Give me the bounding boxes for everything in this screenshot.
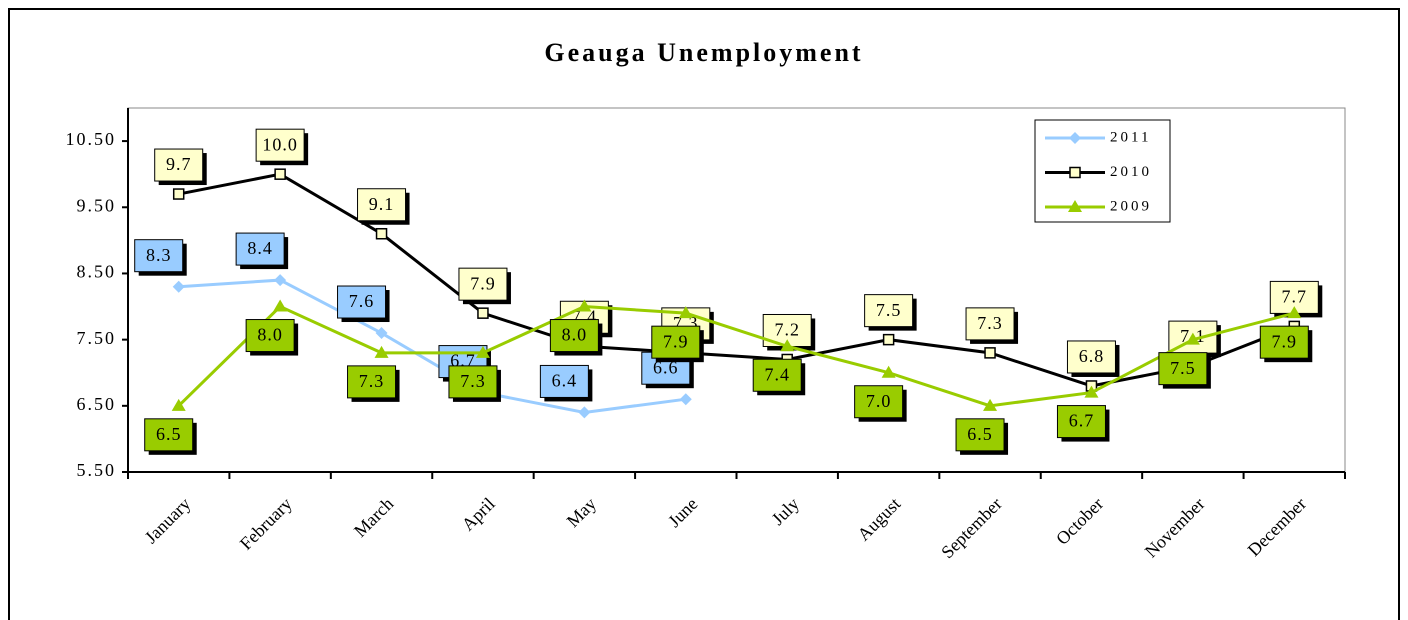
label-box	[154, 148, 204, 182]
marker	[375, 227, 388, 240]
label-box	[235, 232, 285, 266]
y-tick-label: 8.50	[77, 262, 117, 282]
data-label: 7.2	[774, 320, 800, 340]
marker	[577, 299, 592, 312]
marker	[172, 280, 185, 293]
label-box	[144, 418, 194, 452]
marker	[882, 333, 895, 346]
series-line	[177, 304, 1295, 408]
data-label: 9.1	[369, 194, 395, 214]
data-label: 8.0	[257, 325, 283, 345]
data-label: 7.3	[977, 313, 1003, 333]
marker	[679, 393, 692, 406]
label-box	[854, 385, 904, 419]
data-label: 6.8	[1079, 346, 1105, 366]
marker	[171, 398, 186, 411]
marker	[678, 306, 693, 319]
data-label: 6.5	[967, 424, 993, 444]
data-label: 7.7	[1282, 287, 1308, 307]
data-label: 6.4	[552, 371, 578, 391]
marker	[1084, 385, 1099, 398]
data-label: 9.7	[166, 154, 192, 174]
legend-label: 2009	[1110, 198, 1152, 214]
marker	[477, 307, 489, 319]
data-label: 6.7	[1069, 411, 1095, 431]
marker	[578, 406, 591, 419]
marker	[780, 339, 795, 352]
label-box	[752, 358, 802, 392]
data-label: 7.4	[764, 364, 790, 384]
data-label: 7.9	[470, 273, 496, 293]
label-box	[955, 418, 1005, 452]
legend-label: 2011	[1110, 129, 1151, 145]
marker	[274, 274, 287, 287]
legend-label: 2010	[1110, 164, 1152, 180]
data-label: 7.5	[876, 300, 902, 320]
label-box	[965, 307, 1015, 341]
marker	[375, 327, 388, 340]
label-box	[1158, 352, 1208, 386]
marker	[374, 345, 389, 358]
marker	[983, 398, 998, 411]
y-tick-label: 9.50	[77, 195, 117, 215]
label-box	[1056, 405, 1106, 439]
marker	[274, 168, 286, 180]
label-box	[337, 285, 387, 319]
data-label: 7.9	[1272, 331, 1298, 351]
chart-title: Geauga Unemployment	[544, 38, 863, 67]
marker	[1069, 132, 1081, 144]
y-tick-label: 5.50	[77, 460, 117, 480]
label-box	[1259, 325, 1309, 359]
data-label: 8.3	[146, 245, 172, 265]
label-box	[1269, 280, 1319, 314]
label-box	[134, 239, 184, 273]
label-box	[651, 325, 701, 359]
data-label: 10.0	[262, 134, 298, 154]
y-tick-label: 7.50	[77, 328, 117, 348]
label-box	[347, 365, 397, 399]
data-label: 7.6	[349, 291, 375, 311]
marker	[475, 345, 490, 358]
label-box	[448, 365, 498, 399]
label-box	[245, 319, 295, 353]
marker	[1069, 166, 1081, 179]
data-label: 7.9	[663, 331, 689, 351]
label-box	[864, 294, 914, 328]
label-box	[458, 267, 508, 301]
label-box	[549, 319, 599, 353]
label-box	[539, 364, 589, 398]
marker	[1068, 200, 1082, 212]
data-label: 7.3	[460, 371, 486, 391]
data-label: 8.0	[562, 325, 588, 345]
marker	[984, 347, 996, 359]
label-box	[357, 188, 407, 222]
marker	[273, 299, 288, 312]
data-label: 6.6	[653, 357, 679, 377]
y-tick-label: 10.50	[66, 129, 117, 149]
label-box	[255, 128, 305, 162]
data-label: 8.4	[247, 238, 273, 258]
data-label: 7.5	[1170, 358, 1196, 378]
y-tick-label: 6.50	[77, 394, 117, 414]
data-label: 6.5	[156, 424, 182, 444]
marker	[1185, 332, 1200, 345]
marker	[1287, 306, 1302, 319]
label-box	[1066, 340, 1116, 374]
series-line	[178, 278, 686, 414]
data-label: 7.3	[359, 371, 385, 391]
marker	[881, 365, 896, 378]
data-label: 7.0	[866, 391, 892, 411]
marker	[172, 188, 185, 200]
